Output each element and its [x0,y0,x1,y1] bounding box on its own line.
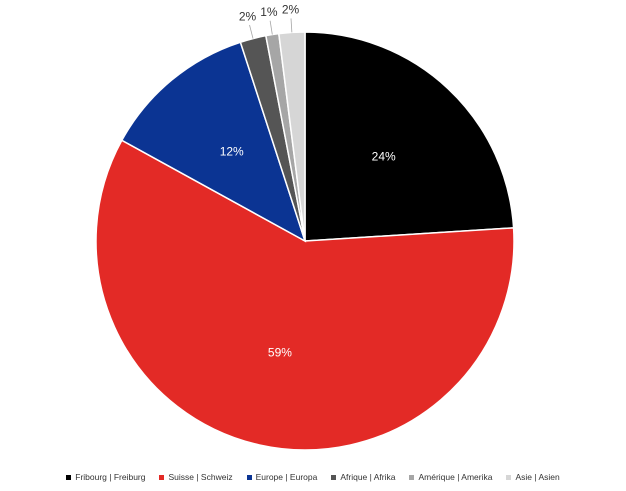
legend-swatch [409,474,415,480]
pie-slice-fribourg-freiburg [304,31,515,242]
chart-legend: Fribourg | Freiburg Suisse | Schweiz Europ… [0,470,626,484]
legend-label: Afrique | Afrika [340,472,396,482]
data-label-afrique-afrika: 2% [239,9,257,23]
data-label-amerique-amerika: 1% [260,5,278,19]
legend-label: Amérique | Amerika [418,472,493,482]
legend-swatch [159,474,165,480]
legend-label: Fribourg | Freiburg [75,472,146,482]
legend-item-amerique-amerika: Amérique | Amerika [409,472,492,482]
data-label-suisse-schweiz: 59% [268,345,292,359]
pie-chart: 24%59%12%2% 1% 2% [95,3,515,451]
pie-slice-suisse-schweiz [95,139,515,451]
pie-slice-asie-asien [277,31,306,242]
legend-label: Suisse | Schweiz [168,472,233,482]
leader-line-asie-asien [290,18,293,33]
data-label-asie-asien: 2% [282,3,300,17]
leader-line-amerique-amerika [269,20,273,35]
legend-swatch [506,474,512,480]
legend-swatch [331,474,337,480]
data-labels: 24%59%12%2% 1% 2% [220,3,396,360]
leader-lines [249,18,293,39]
data-label-europe-europa: 12% [220,145,244,159]
legend-swatch [246,474,252,480]
pie-slices [95,31,515,451]
legend-item-afrique-afrika: Afrique | Afrika [331,472,395,482]
data-label-fribourg-freiburg: 24% [372,149,396,163]
legend-item-asie-asien: Asie | Asien [506,472,560,482]
legend-swatch [66,474,72,480]
legend-label: Europe | Europa [255,472,318,482]
legend-item-suisse-schweiz: Suisse | Schweiz [159,472,233,482]
leader-line-afrique-afrika [249,24,254,39]
pie-slice-europe-europa [120,41,307,243]
legend-label: Asie | Asien [515,472,560,482]
legend-item-europe-europa: Europe | Europa [246,472,318,482]
legend-item-fribourg-freiburg: Fribourg | Freiburg [66,472,145,482]
